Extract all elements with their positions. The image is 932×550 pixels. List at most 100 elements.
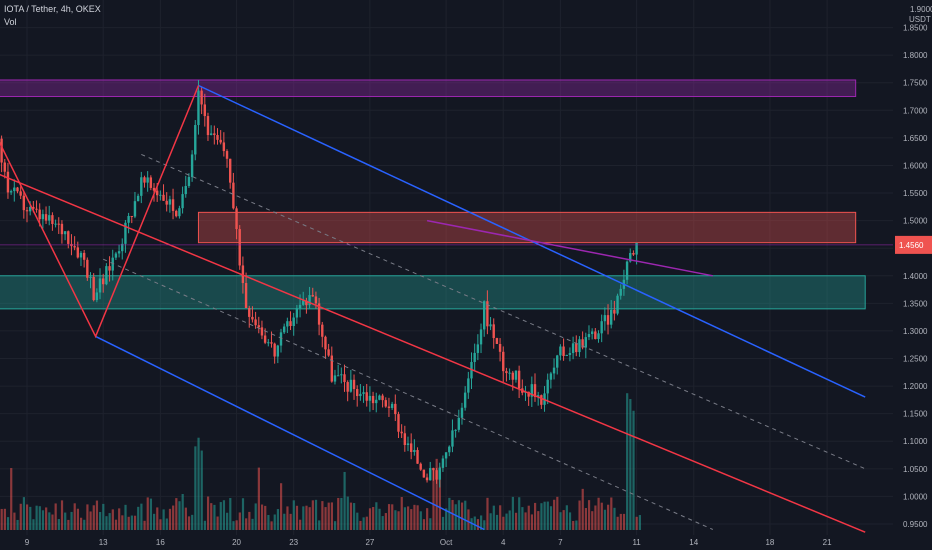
volume-bar [549,506,553,530]
volume-bar [67,519,70,530]
candle-body [536,395,540,397]
volume-bar [114,519,118,530]
volume-bar [333,521,337,530]
volume-bar [622,513,626,530]
volume-bar [0,508,3,530]
candle-body [16,187,19,192]
candle-body [435,470,438,480]
candle-body [632,252,635,255]
price-tick-label: 1.3000 [903,327,928,336]
volume-bar [108,513,111,530]
volume-bar [70,511,73,530]
volume-bar [575,520,578,530]
volume-bar [518,497,521,530]
volume-bar [181,493,184,530]
candle-body [419,463,422,470]
candle-body [362,392,365,394]
volume-bar [502,516,505,530]
candle-body [514,370,518,380]
volume-bar [162,509,165,530]
candle-body [292,317,295,327]
candle-body [562,346,565,357]
volume-bar [54,503,57,530]
candle-body [610,309,613,325]
volume-bar [505,513,508,530]
volume-bar [337,497,340,530]
volume-bar [451,499,454,530]
candle-body [429,468,432,481]
price-tick-label: 1.5000 [903,217,928,226]
candle-body [397,414,400,432]
volume-bar [19,503,22,530]
volume-bar [276,509,280,530]
volume-bar [175,498,178,530]
volume-bar [422,519,426,530]
volume-bar [146,497,149,530]
volume-bar [153,513,156,530]
volume-bar [286,506,289,530]
volume-bar [13,512,16,530]
candle-body [473,352,476,362]
volume-bar [603,509,607,530]
volume-layer [0,393,641,530]
candle-body [257,325,260,328]
volume-bar [197,437,200,530]
candle-body [505,371,508,374]
price-tick-label: 1.8500 [903,24,928,33]
candle-body [232,182,235,209]
time-axis[interactable]: 9 13 16 20 23 27 Oct 4 7 11 14 18 21 [25,538,832,547]
candle-body [508,372,511,374]
volume-bar [299,519,302,530]
candle-body [324,336,327,350]
volume-bar [314,499,318,530]
candle-body [486,301,489,327]
candle-body [190,154,194,178]
candle-body [273,343,276,357]
candle-body [327,349,330,356]
candle-body [279,332,283,346]
candle-body [289,321,292,327]
price-axis-background[interactable] [893,0,932,550]
candle-body [349,379,353,392]
volume-bar [260,504,264,530]
volume-bar [499,505,502,530]
volume-bar [429,518,432,530]
candle-body [32,207,35,209]
candle-body [321,324,324,337]
volume-bar [130,515,133,530]
price-tick-label: 1.2500 [903,355,928,364]
candle-body [136,195,140,202]
candle-body [9,191,13,193]
volume-bar [381,516,384,530]
candle-body [333,375,337,382]
candle-body [155,190,159,196]
candle-body [330,355,333,382]
volume-bar [121,515,124,530]
trend-lines-layer [0,84,866,533]
candle-body [340,374,343,376]
candle-body [162,194,165,201]
volume-bar [280,483,283,530]
candle-body [530,384,534,397]
volume-bar [60,500,64,530]
candle-body [238,229,241,266]
candle-body [82,252,86,260]
candle-body [432,468,435,471]
red-channel-median [0,173,866,533]
candle-body [229,158,232,183]
volume-bar [251,518,254,530]
candle-body [343,374,346,383]
candle-body [460,407,464,418]
price-tick-label: 1.0500 [903,465,928,474]
volume-bar [626,393,629,530]
price-tick-label: 1.5500 [903,189,928,198]
candle-body [425,477,429,481]
volume-bar [438,466,441,530]
candle-body [114,253,118,258]
volume-bar [76,508,79,530]
candle-body [25,210,29,212]
candle-body [556,355,559,368]
volume-bar [283,513,286,530]
volume-bar [140,503,143,530]
